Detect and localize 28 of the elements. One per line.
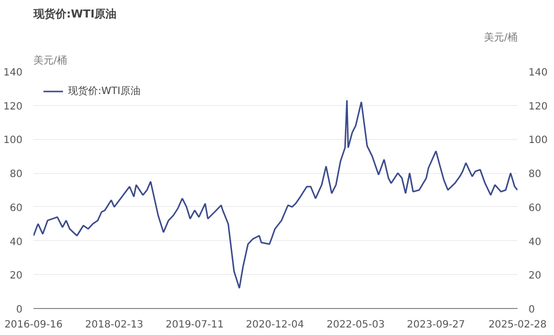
x-tick-label: 2023-09-27 bbox=[406, 320, 466, 330]
x-tick-label: 2025-02-28 bbox=[488, 320, 547, 330]
y2-tick-label: 0 bbox=[528, 304, 535, 316]
chart-title: 现货价:WTI原油 bbox=[32, 8, 117, 20]
y-tick-label: 120 bbox=[3, 101, 23, 112]
y-tick-label: 40 bbox=[10, 236, 23, 248]
x-tick-label: 2020-12-04 bbox=[246, 320, 304, 330]
y-axis-title: 美元/桶 bbox=[34, 54, 67, 66]
y2-tick-label: 80 bbox=[528, 169, 542, 180]
x-tick-label: 2019-07-11 bbox=[166, 320, 224, 330]
y2-axis-title: 美元/桶 bbox=[484, 32, 518, 44]
y-tick-label: 20 bbox=[10, 270, 23, 282]
y2-tick-label: 60 bbox=[528, 202, 542, 214]
y2-tick-label: 40 bbox=[528, 236, 542, 248]
y-tick-label: 140 bbox=[3, 68, 23, 78]
y2-tick-label: 20 bbox=[528, 270, 542, 282]
y2-tick-label: 100 bbox=[528, 135, 548, 146]
y2-tick-label: 140 bbox=[528, 68, 548, 78]
line-series bbox=[34, 100, 518, 289]
x-tick-label: 2016-09-16 bbox=[4, 320, 63, 330]
y-tick-label: 100 bbox=[3, 135, 23, 146]
legend-label: 现货价:WTI原油 bbox=[68, 84, 140, 98]
y2-tick-label: 120 bbox=[528, 101, 548, 112]
x-tick-label: 2018-02-13 bbox=[85, 320, 144, 330]
x-tick-label: 2022-05-03 bbox=[326, 320, 385, 330]
y-tick-label: 80 bbox=[10, 169, 23, 180]
y-tick-label: 0 bbox=[16, 304, 23, 316]
y-tick-label: 60 bbox=[10, 202, 23, 214]
